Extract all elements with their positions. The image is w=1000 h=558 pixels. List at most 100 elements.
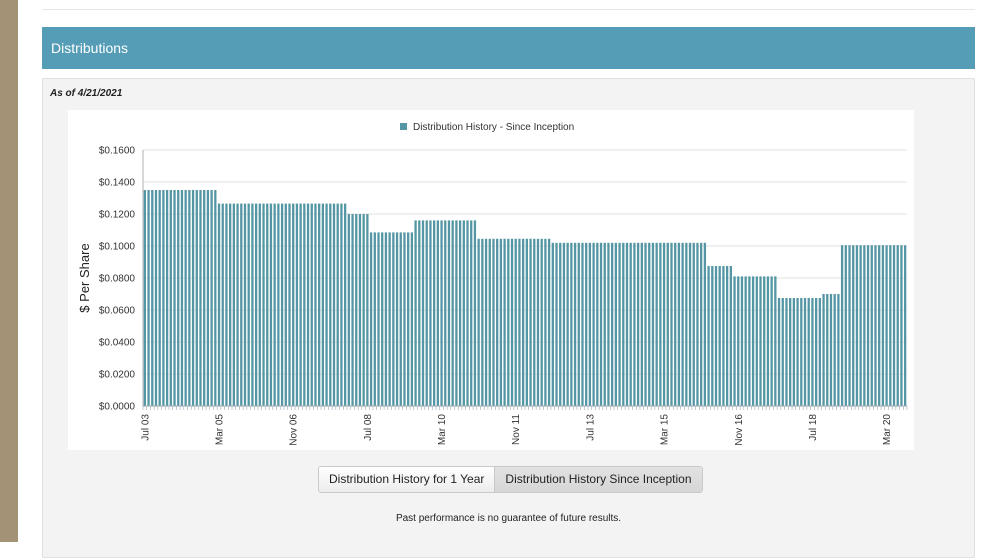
one-year-button[interactable]: Distribution History for 1 Year	[319, 467, 495, 492]
bar	[881, 245, 885, 406]
bar	[358, 214, 362, 406]
bar	[444, 220, 447, 406]
bar	[651, 242, 655, 406]
bar	[251, 203, 254, 406]
bar	[477, 238, 480, 406]
bar	[507, 238, 510, 406]
bar	[622, 242, 625, 406]
bar	[852, 245, 855, 406]
section-header: Distributions	[42, 27, 975, 69]
bar	[533, 238, 536, 406]
bar	[295, 203, 299, 406]
bar	[377, 232, 380, 406]
bar	[484, 238, 488, 406]
bar	[273, 203, 276, 406]
x-tick-label: Mar 10	[437, 414, 448, 446]
bar	[803, 298, 807, 406]
bar	[636, 242, 640, 406]
bar	[143, 190, 146, 406]
bar	[807, 298, 810, 406]
bar	[384, 232, 388, 406]
bar	[284, 203, 287, 406]
bar	[796, 298, 799, 406]
legend-label: Distribution History - Since Inception	[413, 122, 575, 133]
y-tick-label: $0.0400	[99, 338, 136, 349]
bar	[332, 203, 336, 406]
x-tick-label: Nov 11	[511, 414, 522, 445]
bar	[766, 276, 770, 406]
bar	[336, 203, 339, 406]
x-tick-label: Nov 16	[734, 414, 745, 446]
bar	[751, 276, 755, 406]
as-of-date: As of 4/21/2021	[50, 88, 123, 99]
y-tick-label: $0.1600	[99, 146, 136, 157]
bar	[547, 238, 551, 406]
bar	[770, 276, 773, 406]
bar	[147, 190, 150, 406]
bar	[165, 190, 169, 406]
bar	[822, 294, 825, 406]
bar	[855, 245, 859, 406]
bar	[870, 245, 873, 406]
bar	[785, 298, 788, 406]
bar	[570, 242, 573, 406]
bar	[325, 203, 328, 406]
bar	[792, 298, 796, 406]
bar	[837, 294, 840, 406]
bar	[310, 203, 313, 406]
bar	[314, 203, 317, 406]
chart-legend[interactable]: Distribution History - Since Inception	[400, 122, 574, 133]
bar	[514, 238, 517, 406]
side-strip	[0, 0, 18, 542]
y-tick-label: $0.0800	[99, 274, 136, 285]
bar	[392, 232, 395, 406]
bar	[351, 214, 354, 406]
bar	[733, 276, 736, 406]
bar	[503, 238, 506, 406]
bar	[373, 232, 376, 406]
bar	[425, 220, 428, 406]
top-divider	[42, 9, 975, 10]
bar	[343, 203, 347, 406]
bar	[904, 245, 907, 406]
bar	[814, 298, 818, 406]
bar	[840, 245, 844, 406]
bar	[447, 220, 451, 406]
bar	[633, 242, 636, 406]
bar	[347, 214, 350, 406]
bar	[306, 203, 310, 406]
x-tick-label: Jul 18	[808, 414, 819, 441]
bar	[362, 214, 365, 406]
bar	[247, 203, 250, 406]
y-tick-label: $0.1000	[99, 242, 136, 253]
bar	[818, 298, 821, 406]
bar	[195, 190, 198, 406]
bar	[625, 242, 629, 406]
bar	[399, 232, 402, 406]
bar	[243, 203, 247, 406]
bar	[429, 220, 432, 406]
bar	[844, 245, 847, 406]
x-tick-label: Mar 05	[215, 414, 226, 446]
since-inception-button[interactable]: Distribution History Since Inception	[494, 467, 702, 492]
bar	[329, 203, 332, 406]
bar	[432, 220, 436, 406]
bar	[395, 232, 399, 406]
bar	[451, 220, 454, 406]
x-tick-label: Jul 13	[585, 414, 596, 441]
bar	[225, 203, 228, 406]
bar	[685, 242, 688, 406]
bar	[277, 203, 280, 406]
bar	[544, 238, 547, 406]
bar	[740, 276, 744, 406]
bar	[878, 245, 881, 406]
range-toggle: Distribution History for 1 Year Distribu…	[318, 466, 703, 493]
bar	[800, 298, 803, 406]
bar	[221, 203, 224, 406]
bar	[240, 203, 243, 406]
y-tick-label: $0.1200	[99, 210, 136, 221]
bar	[874, 245, 877, 406]
bar	[217, 203, 221, 406]
bar	[188, 190, 191, 406]
bar	[662, 242, 666, 406]
